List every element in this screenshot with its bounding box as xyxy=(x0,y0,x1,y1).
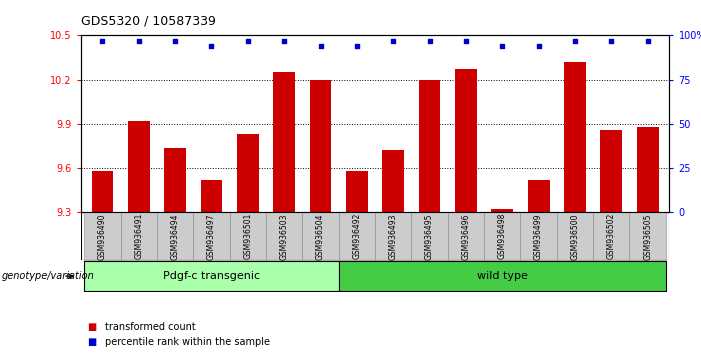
Bar xyxy=(339,261,666,291)
Point xyxy=(606,38,617,44)
Bar xyxy=(411,212,448,260)
Text: GSM936498: GSM936498 xyxy=(498,213,507,259)
Point xyxy=(351,43,362,49)
Bar xyxy=(346,171,368,212)
Bar xyxy=(266,212,302,260)
Text: GSM936500: GSM936500 xyxy=(571,213,580,259)
Bar xyxy=(375,212,411,260)
Point xyxy=(388,38,399,44)
Bar xyxy=(92,171,114,212)
Text: GDS5320 / 10587339: GDS5320 / 10587339 xyxy=(81,14,215,27)
Bar xyxy=(629,212,666,260)
Bar xyxy=(557,212,593,260)
Point xyxy=(569,38,580,44)
Text: GSM936496: GSM936496 xyxy=(461,213,470,259)
Text: GSM936497: GSM936497 xyxy=(207,213,216,259)
Point xyxy=(243,38,254,44)
Bar xyxy=(237,134,259,212)
Bar xyxy=(193,212,230,260)
Text: GSM936505: GSM936505 xyxy=(643,213,652,259)
Bar xyxy=(273,72,295,212)
Bar xyxy=(230,212,266,260)
Bar xyxy=(600,130,622,212)
Text: genotype/variation: genotype/variation xyxy=(1,271,94,281)
Bar xyxy=(84,212,121,260)
Bar xyxy=(528,180,550,212)
Point xyxy=(642,38,653,44)
Point xyxy=(496,43,508,49)
Bar xyxy=(455,69,477,212)
Point xyxy=(461,38,472,44)
Text: transformed count: transformed count xyxy=(105,322,196,332)
Text: GSM936499: GSM936499 xyxy=(534,213,543,259)
Text: percentile rank within the sample: percentile rank within the sample xyxy=(105,337,270,347)
Bar xyxy=(520,212,557,260)
Text: GSM936502: GSM936502 xyxy=(607,213,615,259)
Bar xyxy=(382,150,404,212)
Text: GSM936493: GSM936493 xyxy=(389,213,397,259)
Text: GSM936490: GSM936490 xyxy=(98,213,107,259)
Text: GSM936503: GSM936503 xyxy=(280,213,289,259)
Text: ■: ■ xyxy=(88,322,97,332)
Text: GSM936492: GSM936492 xyxy=(353,213,361,259)
Bar xyxy=(84,261,339,291)
Bar xyxy=(491,210,513,212)
Bar xyxy=(310,80,332,212)
Point xyxy=(206,43,217,49)
Text: wild type: wild type xyxy=(477,271,528,281)
Bar xyxy=(637,127,658,212)
Bar xyxy=(121,212,157,260)
Bar xyxy=(448,212,484,260)
Text: GSM936494: GSM936494 xyxy=(170,213,179,259)
Text: GSM936495: GSM936495 xyxy=(425,213,434,259)
Bar xyxy=(418,80,440,212)
Point xyxy=(133,38,144,44)
Bar xyxy=(200,180,222,212)
Text: GSM936491: GSM936491 xyxy=(135,213,143,259)
Bar xyxy=(484,212,520,260)
Bar xyxy=(302,212,339,260)
Point xyxy=(424,38,435,44)
Point xyxy=(97,38,108,44)
Bar xyxy=(564,62,586,212)
Bar xyxy=(339,212,375,260)
Text: Pdgf-c transgenic: Pdgf-c transgenic xyxy=(163,271,260,281)
Text: ■: ■ xyxy=(88,337,97,347)
Point xyxy=(533,43,544,49)
Point xyxy=(170,38,181,44)
Bar xyxy=(128,121,150,212)
Point xyxy=(315,43,326,49)
Bar xyxy=(157,212,193,260)
Bar xyxy=(593,212,629,260)
Text: GSM936504: GSM936504 xyxy=(316,213,325,259)
Point xyxy=(278,38,290,44)
Text: GSM936501: GSM936501 xyxy=(243,213,252,259)
Bar xyxy=(164,148,186,212)
